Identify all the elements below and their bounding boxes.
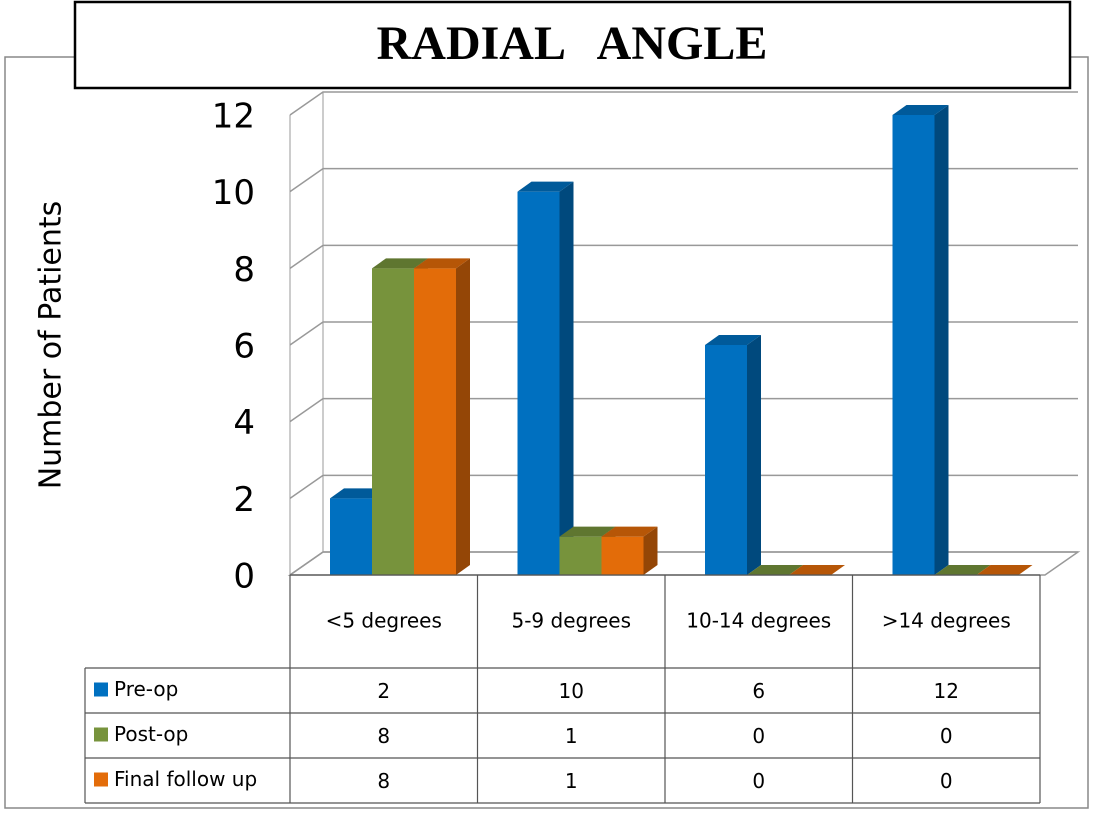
bar-side [747,335,761,575]
bar [517,181,574,575]
y-tick-label: 8 [233,250,255,290]
bar-top [601,526,658,537]
bar [934,565,991,575]
y-tick-label: 12 [212,97,255,137]
y-tick-label: 6 [233,327,255,367]
table-value: 0 [940,724,953,748]
y-tick-label: 10 [212,173,255,213]
bar-front [892,115,935,575]
table-value: 8 [377,724,390,748]
legend-swatch [94,727,108,742]
table-value: 0 [752,769,765,793]
bar-top [705,335,761,345]
grid-line [289,91,1078,116]
legend-swatch [94,772,108,787]
bar-top [789,565,845,575]
table-value: 1 [565,724,578,748]
bar-top [747,565,803,575]
bar [414,258,470,575]
y-axis-label: Number of Patients [34,201,69,490]
legend-label: Final follow up [114,767,257,791]
table-value: 0 [940,769,953,793]
bar-top [976,565,1033,575]
table-value: 2 [377,679,390,703]
bar-front [372,268,414,575]
bar [705,335,761,575]
legend-label: Pre-op [114,677,178,701]
bar-front [330,498,372,575]
bar-top [517,181,574,192]
bar-front [559,536,602,575]
x-tick-label: >14 degrees [882,609,1011,633]
bar-side [559,181,574,575]
bar [976,565,1033,575]
table-value: 12 [934,679,959,703]
title-box [73,0,1072,90]
grid-line [289,321,1078,346]
x-tick-label: 5-9 degrees [511,609,631,633]
table-value: 10 [559,679,584,703]
bar [892,105,949,575]
bar-front [601,536,644,575]
x-tick-label: 10-14 degrees [686,609,831,633]
bar [601,526,658,575]
grid-line [289,397,1078,423]
table-value: 6 [752,679,765,703]
bar-front [517,191,560,575]
legend-swatch [94,682,108,697]
grid-line [289,167,1078,193]
grid-line [289,474,1078,499]
bar-front [705,345,747,575]
bar-front [414,268,456,575]
bar [789,565,845,575]
x-tick-label: <5 degrees [326,609,442,633]
table-value: 1 [565,769,578,793]
bar [747,565,803,575]
bar-top [372,258,428,269]
table-value: 8 [377,769,390,793]
y-tick-label: 2 [233,480,255,520]
bar-side [934,105,949,575]
y-tick-label: 0 [233,557,255,597]
bar-side [456,258,470,575]
bar-side [643,526,658,575]
table-value: 0 [752,724,765,748]
grid-line [289,244,1078,269]
y-tick-label: 4 [233,403,255,443]
bar-top [559,526,616,537]
bar-top [934,565,991,575]
bar-top [892,105,949,115]
chart-title: RADIAL ANGLE [377,17,768,70]
legend-label: Post-op [114,722,188,746]
bar-top [414,258,470,269]
